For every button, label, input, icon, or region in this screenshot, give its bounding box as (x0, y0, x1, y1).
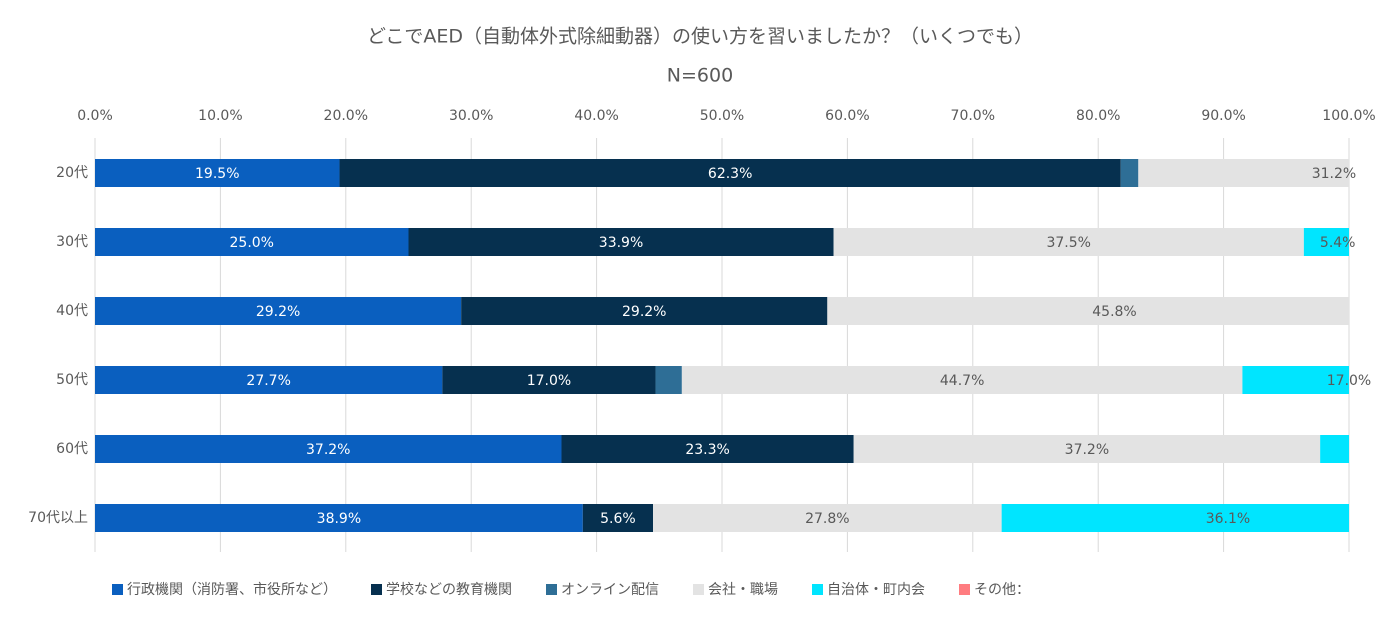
bar-segment (681, 366, 1243, 394)
value-label: 27.8% (805, 511, 849, 527)
chart-title: どこでAED（自動体外式除細動器）の使い方を習いましたか？（いくつでも） (367, 26, 1033, 48)
bar-segment (1001, 504, 1349, 532)
bar-segment (1303, 228, 1349, 256)
legend-swatch (546, 584, 557, 595)
bar-segment (95, 297, 462, 325)
value-label: 29.2% (256, 304, 300, 320)
y-tick-label: 30代 (56, 234, 88, 250)
legend-swatch (112, 584, 123, 595)
bar-segment (853, 435, 1321, 463)
x-tick-label: 10.0% (198, 108, 242, 124)
bar-segment (1320, 435, 1349, 463)
value-label: 37.2% (306, 442, 350, 458)
legend-swatch (959, 584, 970, 595)
y-tick-label: 50代 (56, 372, 88, 388)
value-label: 38.9% (317, 511, 361, 527)
bar-segment (95, 435, 562, 463)
legend-label: オンライン配信 (561, 582, 659, 598)
value-label: 62.3% (708, 166, 752, 182)
bar-segment (655, 366, 682, 394)
value-label: 29.2% (622, 304, 666, 320)
value-label: 5.6% (600, 511, 636, 527)
bar-segment (653, 504, 1002, 532)
y-tick-label: 70代以上 (28, 510, 88, 526)
bar-segment (827, 297, 1349, 325)
legend-label: 学校などの教育機関 (386, 581, 512, 598)
value-label: 37.5% (1046, 235, 1090, 251)
value-label: 36.1% (1206, 511, 1250, 527)
x-tick-label: 100.0% (1322, 108, 1375, 124)
bar-segment (95, 228, 409, 256)
bar-segment (561, 435, 854, 463)
value-label: 17.0% (1327, 373, 1371, 389)
bar-segment (1242, 366, 1349, 394)
value-label: 23.3% (685, 442, 729, 458)
legend-label: 行政機関（消防署、市役所など） (127, 581, 337, 598)
bar-segment (461, 297, 828, 325)
legend-swatch (693, 584, 704, 595)
x-tick-label: 20.0% (324, 108, 368, 124)
bar-segment (95, 159, 340, 187)
x-tick-label: 40.0% (574, 108, 618, 124)
x-tick-label: 90.0% (1201, 108, 1245, 124)
x-tick-label: 80.0% (1076, 108, 1120, 124)
bar-segment (442, 366, 656, 394)
legend-label: 自治体・町内会 (827, 582, 925, 598)
y-tick-label: 40代 (56, 303, 88, 319)
value-label: 31.2% (1312, 166, 1356, 182)
value-label: 37.2% (1065, 442, 1109, 458)
bar-segment (582, 504, 654, 532)
legend-label: その他： (974, 582, 1030, 598)
bar-segment (95, 504, 583, 532)
legend-label: 会社・職場 (708, 582, 778, 598)
value-label: 19.5% (195, 166, 239, 182)
x-tick-label: 0.0% (77, 108, 113, 124)
bar-segment (95, 366, 443, 394)
legend-swatch (371, 584, 382, 595)
x-tick-label: 70.0% (951, 108, 995, 124)
y-tick-label: 20代 (56, 165, 88, 181)
bars (95, 159, 1349, 532)
labels: 20代 19.5% 62.3% 31.2% 30代 25.0% 33.9% 37.5% 5.4%… (28, 165, 1371, 598)
legend-swatch (812, 584, 823, 595)
bar-segment (1120, 159, 1139, 187)
bar-segment (1138, 159, 1349, 187)
bar-segment (408, 228, 834, 256)
value-label: 44.7% (940, 373, 984, 389)
value-label: 33.9% (599, 235, 643, 251)
grid: 0.0% 10.0% 20.0% 30.0% 40.0% 50.0% 60.0% 70.0% 8… (77, 108, 1376, 552)
value-label: 27.7% (246, 373, 290, 389)
bar-segment (339, 159, 1121, 187)
y-tick-label: 60代 (56, 441, 88, 457)
chart-subtitle: N=600 (667, 65, 733, 87)
value-label: 17.0% (527, 373, 571, 389)
x-tick-label: 60.0% (825, 108, 869, 124)
value-label: 45.8% (1092, 304, 1136, 320)
x-tick-label: 50.0% (700, 108, 744, 124)
bar-segment (833, 228, 1304, 256)
value-label: 5.4% (1320, 235, 1356, 251)
x-tick-label: 30.0% (449, 108, 493, 124)
value-label: 25.0% (230, 235, 274, 251)
